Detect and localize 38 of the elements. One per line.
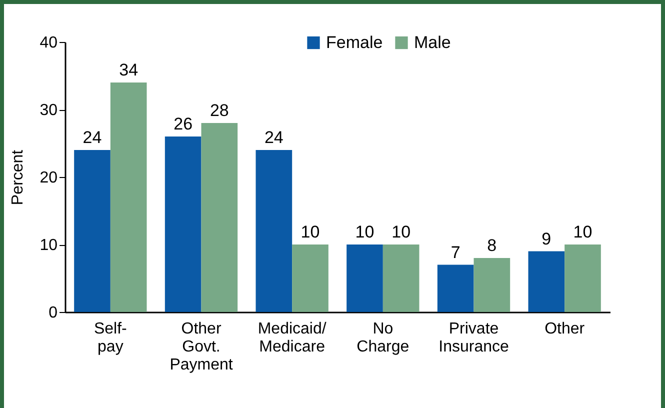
y-tick-label: 0 [48, 304, 58, 322]
bar [164, 136, 202, 312]
data-label: 10 [392, 222, 411, 242]
bar [201, 123, 238, 312]
bar [382, 244, 420, 312]
bar [346, 244, 383, 312]
legend-label: Male [414, 32, 451, 52]
data-label: 10 [573, 222, 592, 242]
data-label: 10 [355, 222, 374, 242]
bar [110, 82, 147, 312]
x-tick-label: Other [544, 320, 586, 338]
y-tick-label: 20 [40, 170, 58, 186]
data-label: 24 [82, 128, 102, 147]
y-tick-label: 30 [40, 102, 58, 119]
x-tick-label: No Charge [356, 320, 410, 356]
bar [256, 150, 292, 312]
data-label: 34 [119, 60, 138, 80]
bar [292, 244, 328, 312]
bar [528, 251, 565, 312]
data-label: 9 [542, 229, 552, 248]
legend-label: Female [326, 32, 383, 52]
bar [474, 258, 510, 312]
bar [437, 264, 474, 312]
data-label: 10 [300, 222, 320, 242]
y-tick-label: 10 [40, 237, 58, 254]
data-label: 26 [174, 114, 193, 134]
x-tick-label: Private Insurance [438, 320, 509, 356]
data-label: 8 [487, 236, 497, 255]
y-axis-title: Percent [10, 149, 27, 206]
x-tick-label: Self- pay [94, 320, 127, 356]
x-tick-label: Other Govt. Payment [170, 320, 234, 374]
bar [564, 244, 601, 312]
bar [74, 150, 110, 312]
data-label: 7 [450, 242, 460, 262]
data-label: 28 [210, 101, 229, 120]
x-tick-label: Medicaid/ Medicare [258, 320, 327, 356]
y-tick-label: 40 [40, 34, 58, 52]
data-label: 24 [264, 128, 284, 147]
